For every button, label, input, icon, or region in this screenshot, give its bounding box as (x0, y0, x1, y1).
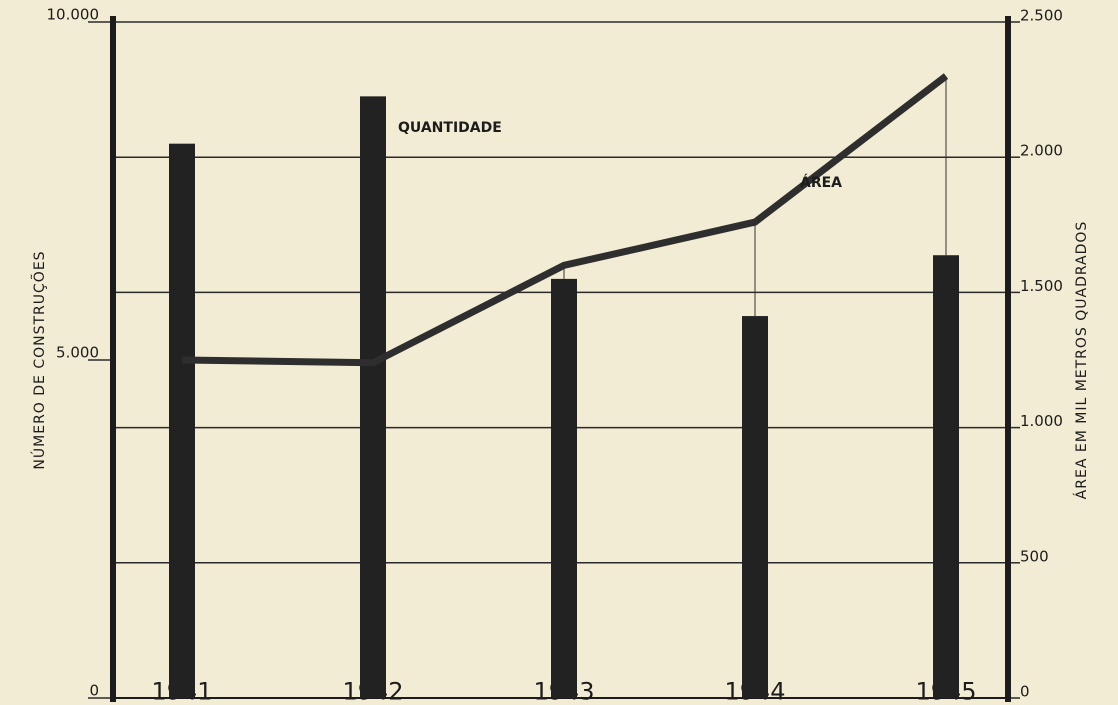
y2-tick-label: 2.000 (1020, 142, 1063, 160)
bar (169, 143, 195, 698)
y2-axis-title: ÁREA EM MIL METROS QUADRADOS (1073, 221, 1090, 500)
y2-tick-label: 1.500 (1020, 277, 1063, 295)
bar (742, 316, 768, 698)
bar (360, 96, 386, 699)
bar (551, 278, 577, 698)
y-axis-title: NÚMERO DE CONSTRUÇÕES (30, 250, 48, 469)
y-tick-label: 0 (89, 682, 99, 700)
y-tick-label: 5.000 (56, 344, 99, 362)
y2-tick-label: 2.500 (1020, 7, 1063, 25)
bar (933, 255, 959, 698)
line (181, 73, 949, 367)
y2-tick-label: 500 (1020, 547, 1049, 565)
series-label: ÁREA (800, 174, 842, 191)
y2-tick-label: 0 (1020, 683, 1030, 701)
series-label: QUANTIDADE (398, 120, 502, 136)
y2-tick-label: 1.000 (1020, 412, 1063, 430)
y-tick-label: 10.000 (47, 6, 100, 24)
